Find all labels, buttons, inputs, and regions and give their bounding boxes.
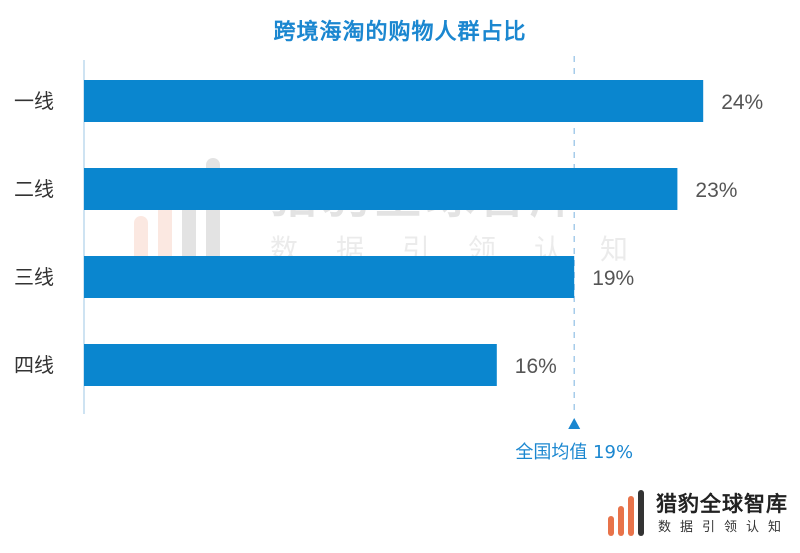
brand-logo: 猎豹全球智库 数据引领认知: [606, 488, 796, 540]
category-label-3: 三线: [14, 265, 54, 289]
value-label-4: 16%: [515, 355, 557, 378]
bar-4: [84, 344, 497, 386]
category-label-1: 一线: [14, 89, 54, 113]
bar-2: [84, 168, 678, 210]
category-label-4: 四线: [14, 353, 54, 377]
category-label-2: 二线: [14, 177, 54, 201]
reference-label: 全国均值 19%: [515, 442, 633, 463]
bar-1: [84, 80, 704, 122]
logo-slogan: 数据引领认知: [658, 520, 791, 535]
value-label-2: 23%: [695, 179, 737, 202]
cheetah-bars-icon: [608, 490, 644, 536]
value-label-1: 24%: [721, 91, 763, 114]
chart-title: 跨境海淘的购物人群占比: [273, 20, 527, 45]
logo-name: 猎豹全球智库: [656, 492, 788, 516]
bar-3: [84, 256, 575, 298]
reference-marker-icon: [568, 418, 581, 429]
value-label-3: 19%: [592, 267, 634, 290]
